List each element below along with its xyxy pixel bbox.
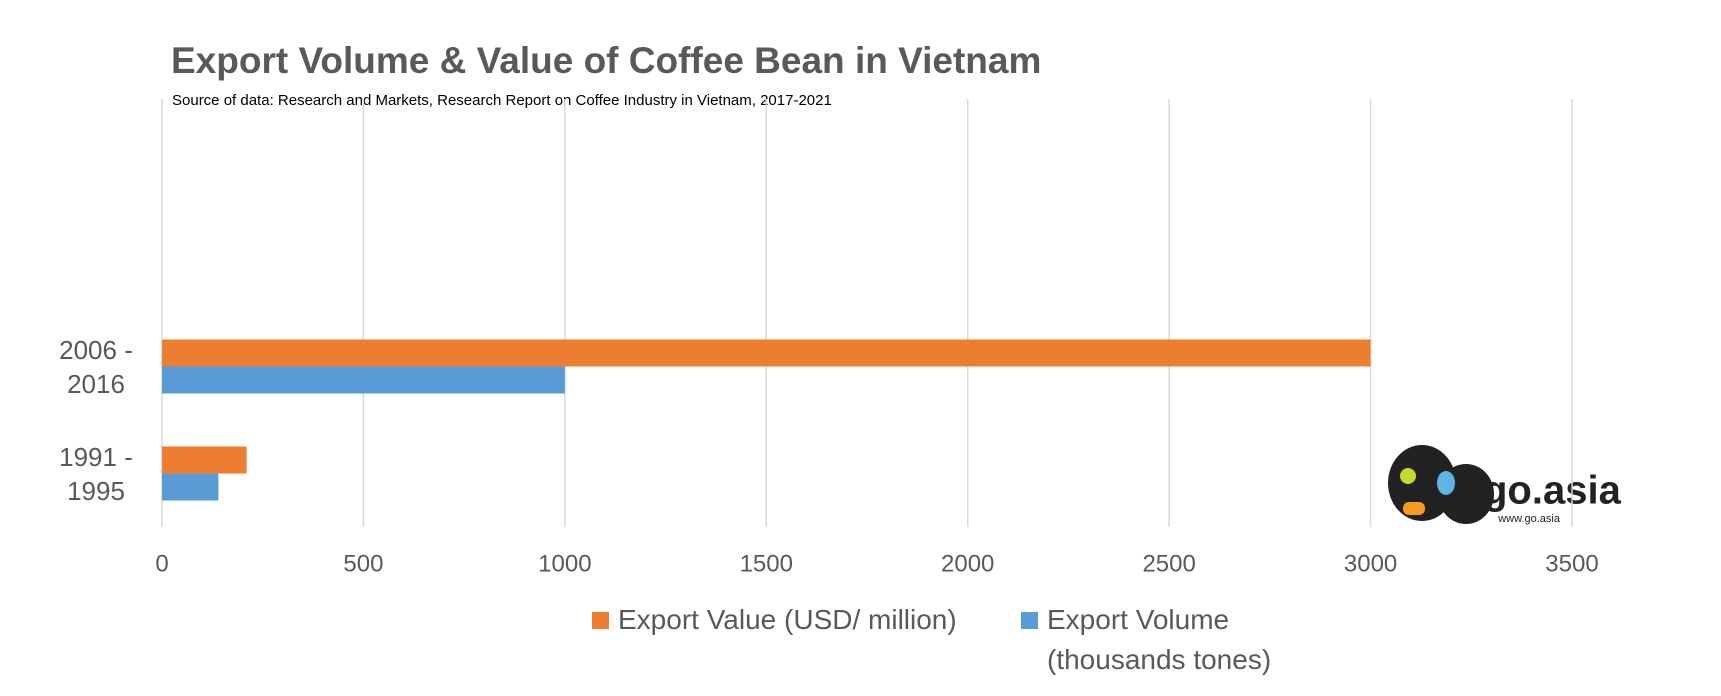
x-tick-label: 1500 — [740, 550, 793, 577]
legend-swatch — [592, 612, 609, 629]
x-tick-label: 1000 — [538, 550, 591, 577]
x-tick-label: 2000 — [941, 550, 994, 577]
bar — [162, 446, 247, 474]
logo-text: go.asia — [1483, 469, 1622, 513]
legend-label: Export Volume (thousands tones) — [1047, 604, 1272, 675]
bar — [162, 339, 1371, 367]
legend-label: Export Value (USD/ million) — [618, 604, 957, 635]
legend-swatch — [1021, 612, 1038, 629]
chart-title: Export Volume & Value of Coffee Bean in … — [171, 40, 1041, 81]
y-tick-label: 2006 - 2016 — [59, 334, 133, 399]
x-tick-label: 0 — [155, 550, 168, 577]
logo-url: www.go.asia — [1497, 513, 1561, 525]
x-tick-label: 2500 — [1142, 550, 1195, 577]
x-tick-label: 3000 — [1344, 550, 1397, 577]
y-tick-label: 1991 - 1995 — [59, 441, 133, 506]
bar — [162, 366, 565, 394]
x-tick-label: 500 — [343, 550, 383, 577]
x-tick-label: 3500 — [1545, 550, 1598, 577]
logo: go.asia www.go.asia — [1388, 445, 1622, 525]
bar — [162, 473, 219, 501]
chart-subtitle: Source of data: Research and Markets, Re… — [172, 92, 832, 109]
